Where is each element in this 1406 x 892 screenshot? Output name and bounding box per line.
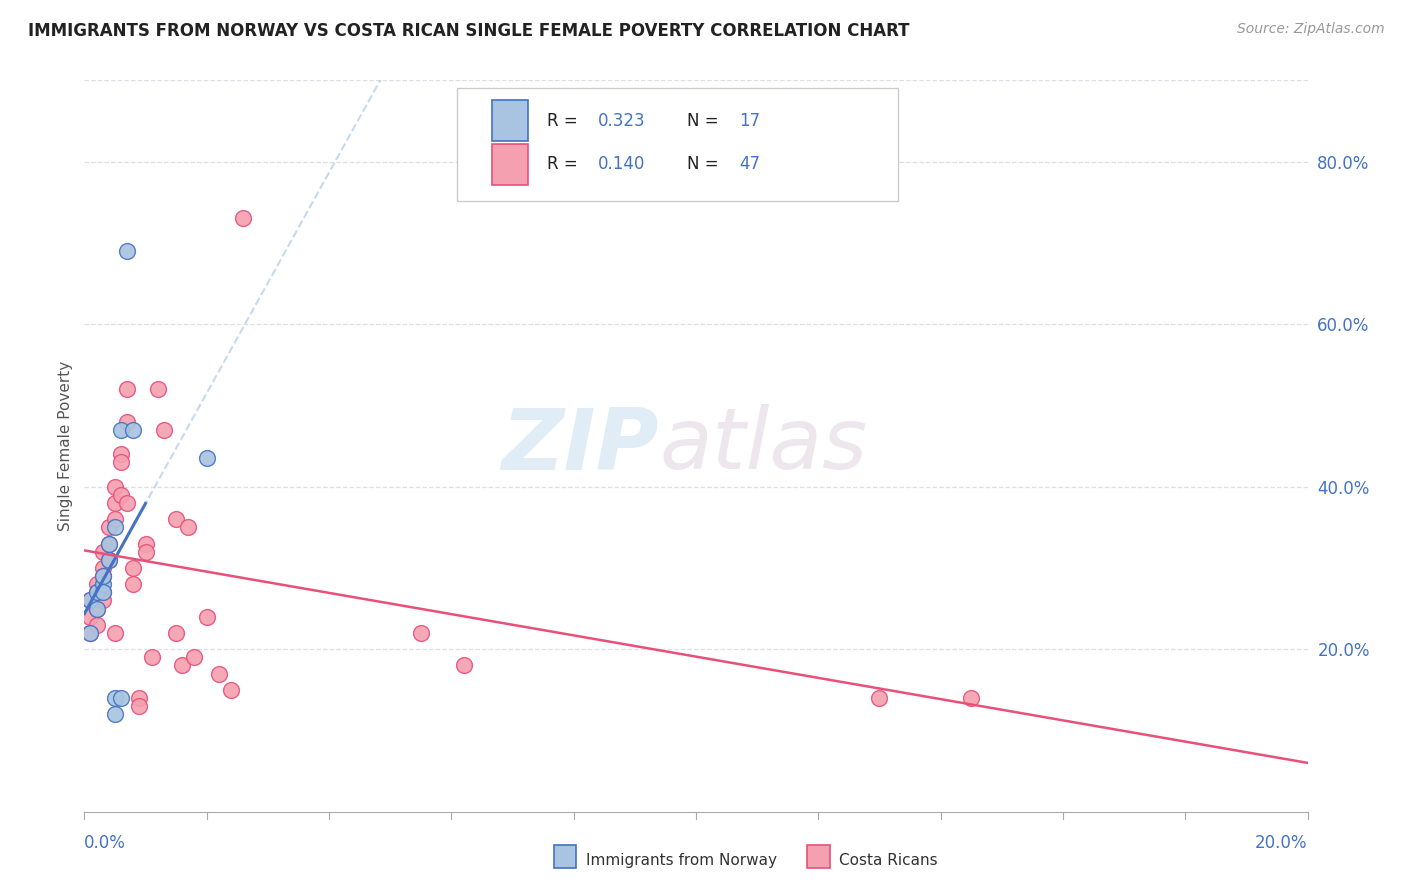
Point — [219, 682, 242, 697]
Point — [135, 536, 157, 550]
Point — [91, 593, 114, 607]
Point — [104, 520, 127, 534]
Bar — [492, 101, 529, 141]
Point — [869, 690, 891, 705]
Point — [232, 211, 254, 226]
Text: 0.140: 0.140 — [598, 155, 645, 173]
Point — [172, 658, 194, 673]
Point — [104, 496, 127, 510]
Point — [195, 451, 218, 466]
Point — [122, 423, 145, 437]
Point — [79, 593, 101, 607]
Point — [128, 699, 150, 714]
Point — [183, 650, 205, 665]
Text: Source: ZipAtlas.com: Source: ZipAtlas.com — [1237, 22, 1385, 37]
Point — [79, 626, 101, 640]
Text: 20.0%: 20.0% — [1256, 834, 1308, 852]
Text: R =: R = — [547, 112, 582, 129]
Point — [115, 382, 138, 396]
Text: 0.0%: 0.0% — [84, 834, 127, 852]
Point — [146, 382, 169, 396]
Text: ZIP: ZIP — [502, 404, 659, 488]
Text: R =: R = — [547, 155, 582, 173]
Point — [91, 569, 114, 583]
Point — [208, 666, 231, 681]
Point — [86, 585, 108, 599]
Point — [104, 707, 127, 722]
Point — [79, 626, 101, 640]
Point — [91, 585, 114, 599]
Point — [453, 658, 475, 673]
Point — [115, 496, 138, 510]
Point — [110, 447, 132, 461]
Point — [195, 609, 218, 624]
Point — [91, 585, 114, 599]
Point — [104, 690, 127, 705]
Point — [110, 423, 132, 437]
Point — [86, 577, 108, 591]
Point — [97, 536, 120, 550]
Text: 47: 47 — [738, 155, 759, 173]
Point — [104, 626, 127, 640]
Point — [86, 617, 108, 632]
Point — [135, 544, 157, 558]
Text: 17: 17 — [738, 112, 759, 129]
Point — [97, 536, 120, 550]
Point — [110, 690, 132, 705]
Point — [86, 601, 108, 615]
Text: N =: N = — [688, 112, 724, 129]
Point — [177, 520, 200, 534]
Point — [141, 650, 163, 665]
Point — [115, 415, 138, 429]
Point — [153, 423, 176, 437]
Point — [86, 585, 108, 599]
Point — [409, 626, 432, 640]
Point — [91, 544, 114, 558]
Point — [165, 626, 187, 640]
FancyBboxPatch shape — [457, 87, 898, 201]
Point — [960, 690, 983, 705]
Text: N =: N = — [688, 155, 724, 173]
Bar — [492, 145, 529, 185]
Point — [91, 577, 114, 591]
Point — [91, 561, 114, 575]
Point — [110, 455, 132, 469]
Point — [97, 553, 120, 567]
Point — [104, 512, 127, 526]
Point — [86, 601, 108, 615]
Point — [115, 244, 138, 258]
Text: Costa Ricans: Costa Ricans — [839, 854, 938, 868]
Point — [97, 553, 120, 567]
Point — [122, 561, 145, 575]
Point — [128, 690, 150, 705]
Point — [104, 480, 127, 494]
Point — [110, 488, 132, 502]
Point — [91, 569, 114, 583]
Point — [122, 577, 145, 591]
Point — [97, 520, 120, 534]
Text: Immigrants from Norway: Immigrants from Norway — [586, 854, 778, 868]
Text: 0.323: 0.323 — [598, 112, 645, 129]
Point — [79, 609, 101, 624]
Y-axis label: Single Female Poverty: Single Female Poverty — [58, 361, 73, 531]
Point — [165, 512, 187, 526]
Text: IMMIGRANTS FROM NORWAY VS COSTA RICAN SINGLE FEMALE POVERTY CORRELATION CHART: IMMIGRANTS FROM NORWAY VS COSTA RICAN SI… — [28, 22, 910, 40]
Text: atlas: atlas — [659, 404, 868, 488]
Point — [79, 593, 101, 607]
